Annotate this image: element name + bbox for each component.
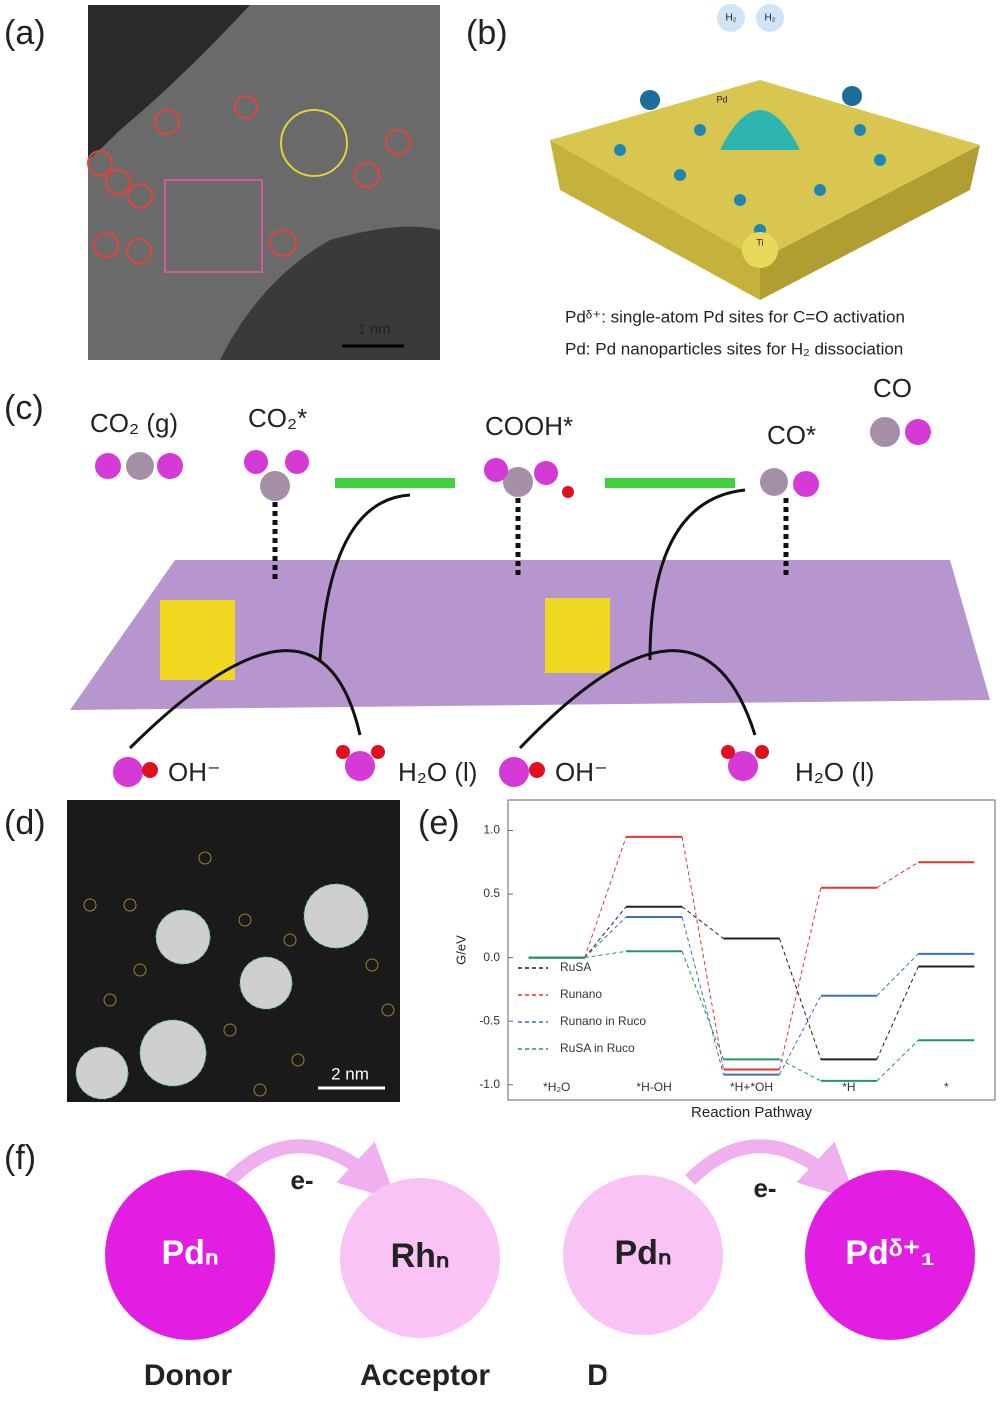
adsorbate [842,86,862,106]
node-label: Pdᵟ⁺₁ [845,1234,934,1272]
node-label: Pdₙ [162,1234,219,1272]
species-label: CO₂* [248,403,307,433]
caption: Pd: Pd nanoparticles sites for H₂ dissoc… [565,339,903,358]
connector [876,953,919,997]
h2-bubble [756,4,784,32]
connector [584,916,627,958]
node-label: Pdₙ [615,1234,672,1272]
connector [876,1039,919,1082]
product-label: OH⁻ [555,757,608,787]
panel-label: (a) [4,14,46,52]
connector [779,887,822,1070]
panel-label: (e) [418,804,460,842]
cutoff-mask [606,1355,646,1399]
connector [876,861,919,889]
atom-markers [87,95,411,264]
panel-label: (b) [466,14,508,52]
y-tick-label: 1.0 [483,823,500,837]
product-label: H₂O (l) [398,757,477,787]
legend-label: RuSA [560,960,591,974]
molecule-label: H₂ [764,13,775,24]
caption: Pdᵟ⁺: single-atom Pd sites for C=O activ… [565,307,905,326]
scale-label: 2 nm [331,1064,369,1083]
node [563,1175,723,1335]
role-label: Donor [144,1359,233,1392]
connector [681,951,724,1060]
role-label: D [587,1359,609,1392]
slab-side [550,140,760,300]
scale-label: 1 nm [357,321,390,338]
pd-cluster [720,110,800,150]
node [805,1170,975,1340]
x-tick-label: *H [842,1080,855,1094]
y-tick-label: 0.0 [483,950,500,964]
y-tick-label: -1.0 [479,1077,500,1091]
panel-label: (f) [4,1139,36,1177]
transfer-arrow [685,1139,857,1201]
x-tick-label: * [944,1080,949,1094]
carbon-atoms [126,417,900,501]
legend-label: Runano [560,987,602,1001]
electron-label: e- [753,1173,776,1203]
product-label: OH⁻ [168,757,221,787]
energy-chart: -1.0 -0.5 0.0 0.5 1.0 *H₂O *H-OH *H+*OH *H * React… [453,823,975,1121]
transfer-arrow [225,1139,397,1201]
ti-atom [742,232,778,268]
node [340,1178,500,1338]
connector [779,1058,822,1082]
x-tick-label: *H+*OH [730,1080,773,1094]
connector [876,966,919,1060]
connector [681,906,724,939]
atom-label: Pd [716,94,727,104]
oxygen-atoms [95,419,931,787]
image-dark [220,226,440,360]
single-atom-markers [83,851,395,1097]
product-label: H₂O (l) [795,757,874,787]
slab-top [550,80,980,260]
connector [779,995,822,1075]
slab-side [760,145,980,300]
small-atoms [142,486,769,778]
graphene-sheet [70,560,990,710]
species-label: CO* [767,420,816,450]
plot-frame [507,799,996,1101]
connector [584,906,627,958]
connector [681,916,724,1075]
role-label: Acceptor [360,1359,490,1392]
node [105,1170,275,1340]
electron-label: e- [290,1165,313,1195]
h2-bubble [717,4,745,32]
panel-label: (c) [4,389,44,427]
legend-label: RuSA in Ruco [560,1041,635,1055]
connector [681,836,724,1070]
y-tick-label: 0.5 [483,886,500,900]
species-label: CO [873,373,912,403]
metal-cluster [160,600,235,680]
particle-marker [164,179,263,273]
legend-label: Runano in Ruco [560,1014,646,1028]
connector [779,938,822,1060]
species-label: CO₂ (g) [90,408,178,438]
y-axis-label: G/eV [453,935,468,965]
x-tick-label: *H-OH [636,1080,671,1094]
species-label: COOH* [485,411,573,441]
cluster-marker [280,109,348,177]
node-label: Rhₙ [391,1237,450,1275]
molecule-label: H₂ [725,13,736,24]
proton-arrow [128,488,757,750]
metal-cluster [545,598,610,673]
atom-label: Ti [756,237,763,247]
nanoparticles [75,883,369,1100]
adsorbate [640,90,660,110]
y-tick-label: -0.5 [479,1013,500,1027]
bond [272,498,789,580]
x-tick-label: *H₂O [543,1080,570,1094]
connector [584,836,627,958]
image-dark [88,5,250,160]
panel-label: (d) [4,804,46,842]
stem-image [67,800,400,1102]
x-axis-label: Reaction Pathway [691,1104,812,1121]
